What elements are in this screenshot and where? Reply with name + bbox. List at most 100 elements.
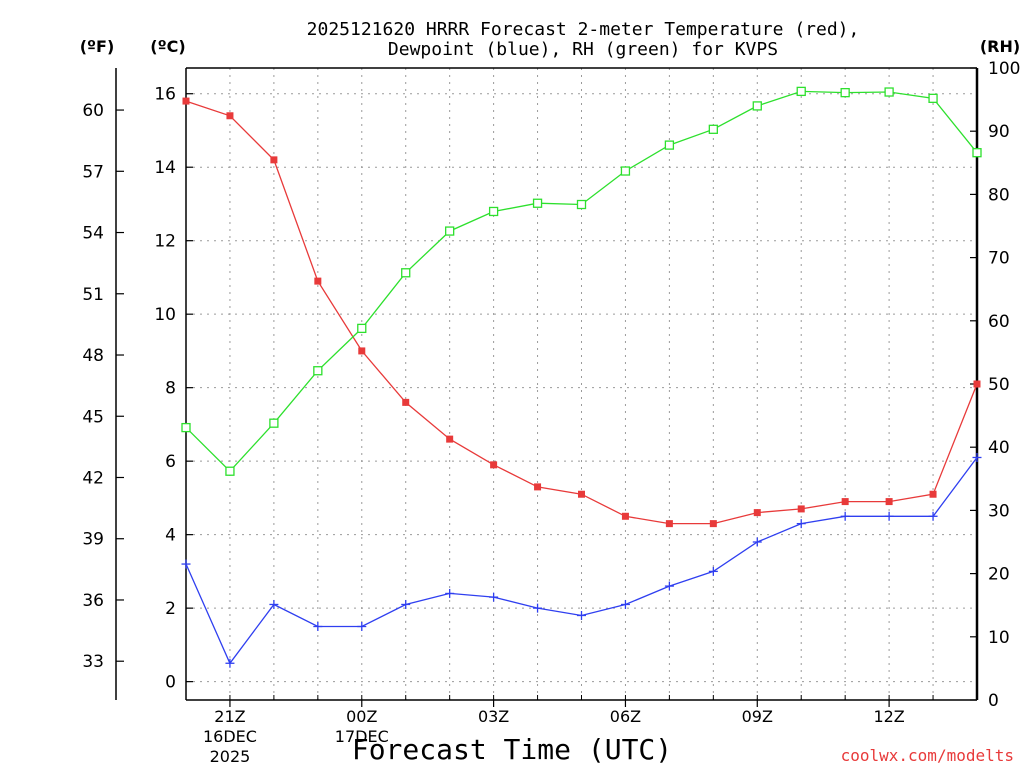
x-tick-date-label: 17DEC [335,727,389,746]
temperature-point [841,498,849,506]
temperature-point [534,483,542,491]
temperature-point [709,520,717,528]
rh-tick-label: 90 [988,122,1010,142]
dewpoint-point [533,603,543,613]
celsius-tick-label: 4 [165,526,176,546]
rh-line [185,90,978,473]
fahrenheit-tick-label: 48 [82,346,104,366]
celsius-tick-label: 14 [154,158,176,178]
rh-point [532,198,543,208]
x-tick-date-label: 16DEC [203,727,257,746]
dewpoint-point [972,452,982,462]
temperature-point [621,512,629,520]
chart-title-line2: Dewpoint (blue), RH (green) for KVPS [388,39,778,60]
fahrenheit-tick-label: 36 [82,591,104,611]
rh-tick-label: 60 [988,312,1010,332]
rh-tick-label: 50 [988,375,1010,395]
x-tick-label: 12Z [873,707,904,726]
celsius-tick-label: 2 [165,599,176,619]
rh-point [620,166,631,176]
celsius-tick-label: 0 [165,673,176,693]
x-tick-label: 00Z [346,707,377,726]
rh-point [928,93,938,103]
temperature-point [182,97,190,105]
dewpoint-point [577,610,586,620]
rh-point [972,148,982,158]
temperature-point [665,520,673,528]
x-tick-label: 06Z [610,707,641,726]
celsius-tick-label: 6 [165,452,176,472]
x-tick-label: 21Z [214,707,245,726]
dewpoint-point [796,519,806,529]
rh-point [708,124,718,134]
temperature-point [490,461,498,469]
fahrenheit-tick-label: 45 [82,407,104,427]
temperature-point [578,490,585,498]
rh-point [313,366,323,376]
rh-point [225,466,235,476]
rh-tick-label: 70 [988,249,1010,269]
dewpoint-point [181,559,191,569]
dewpoint-point [840,511,850,521]
fahrenheit-tick-label: 42 [82,468,104,488]
dewpoint-point [664,581,674,591]
chart-title-line1: 2025121620 HRRR Forecast 2-meter Tempera… [307,19,860,40]
dewpoint-point [401,599,411,609]
dewpoint-point [928,511,938,521]
rh-point [884,87,894,97]
dewpoint-point [489,592,499,602]
fahrenheit-tick-label: 57 [82,162,104,182]
rh-tick-label: 0 [988,691,999,711]
watermark: coolwx.com/modelts [841,746,1014,765]
grid [186,68,977,700]
left-unit-c: (ºC) [150,37,185,56]
dewpoint-point [620,599,630,609]
temperature-point [314,277,322,285]
dewpoint-point [752,537,762,547]
fahrenheit-tick-label: 33 [82,652,104,672]
celsius-tick-label: 12 [154,232,176,252]
fahrenheit-tick-label: 39 [82,530,104,550]
temperature-point [270,156,278,164]
rh-point [445,226,455,236]
fahrenheit-tick-label: 60 [82,101,104,121]
dewpoint-point [357,622,367,632]
rh-point [840,87,850,98]
rh-tick-label: 80 [988,185,1010,205]
celsius-tick-label: 16 [154,85,176,105]
temperature-point [753,509,761,517]
rh-point [488,206,499,217]
temperature-point [973,380,981,388]
fahrenheit-axis: 33 36 39 42 45 48 51 54 57 60 [82,68,124,700]
right-unit-rh: (RH) [980,37,1020,56]
temperature-point [446,435,454,443]
celsius-axis: 0 2 4 6 8 10 12 14 16 [154,85,193,693]
dewpoint-point [225,658,235,668]
rh-axis: 0 10 20 30 40 50 60 70 80 90 100 [970,59,1020,711]
rh-point [576,199,587,210]
rh-point [664,140,675,150]
rh-point [796,86,806,97]
x-tick-label: 03Z [478,707,509,726]
dewpoint-point [313,622,323,632]
temperature-point [929,490,937,498]
x-tick-year-label: 2025 [210,747,251,766]
celsius-tick-label: 8 [165,379,176,399]
temperature-point [358,347,366,355]
series-layer [181,86,982,668]
rh-point [752,101,762,111]
temperature-point [885,498,893,506]
rh-point [401,268,411,278]
fahrenheit-tick-label: 51 [82,285,104,305]
left-unit-f: (ºF) [80,37,115,56]
temperature-point [402,398,410,406]
celsius-tick-label: 10 [154,305,176,325]
x-tick-label: 09Z [742,707,773,726]
dewpoint-point [445,588,455,598]
rh-tick-label: 30 [988,501,1010,521]
temperature-point [797,505,805,513]
rh-point [181,422,191,433]
dewpoint-point [884,511,894,521]
